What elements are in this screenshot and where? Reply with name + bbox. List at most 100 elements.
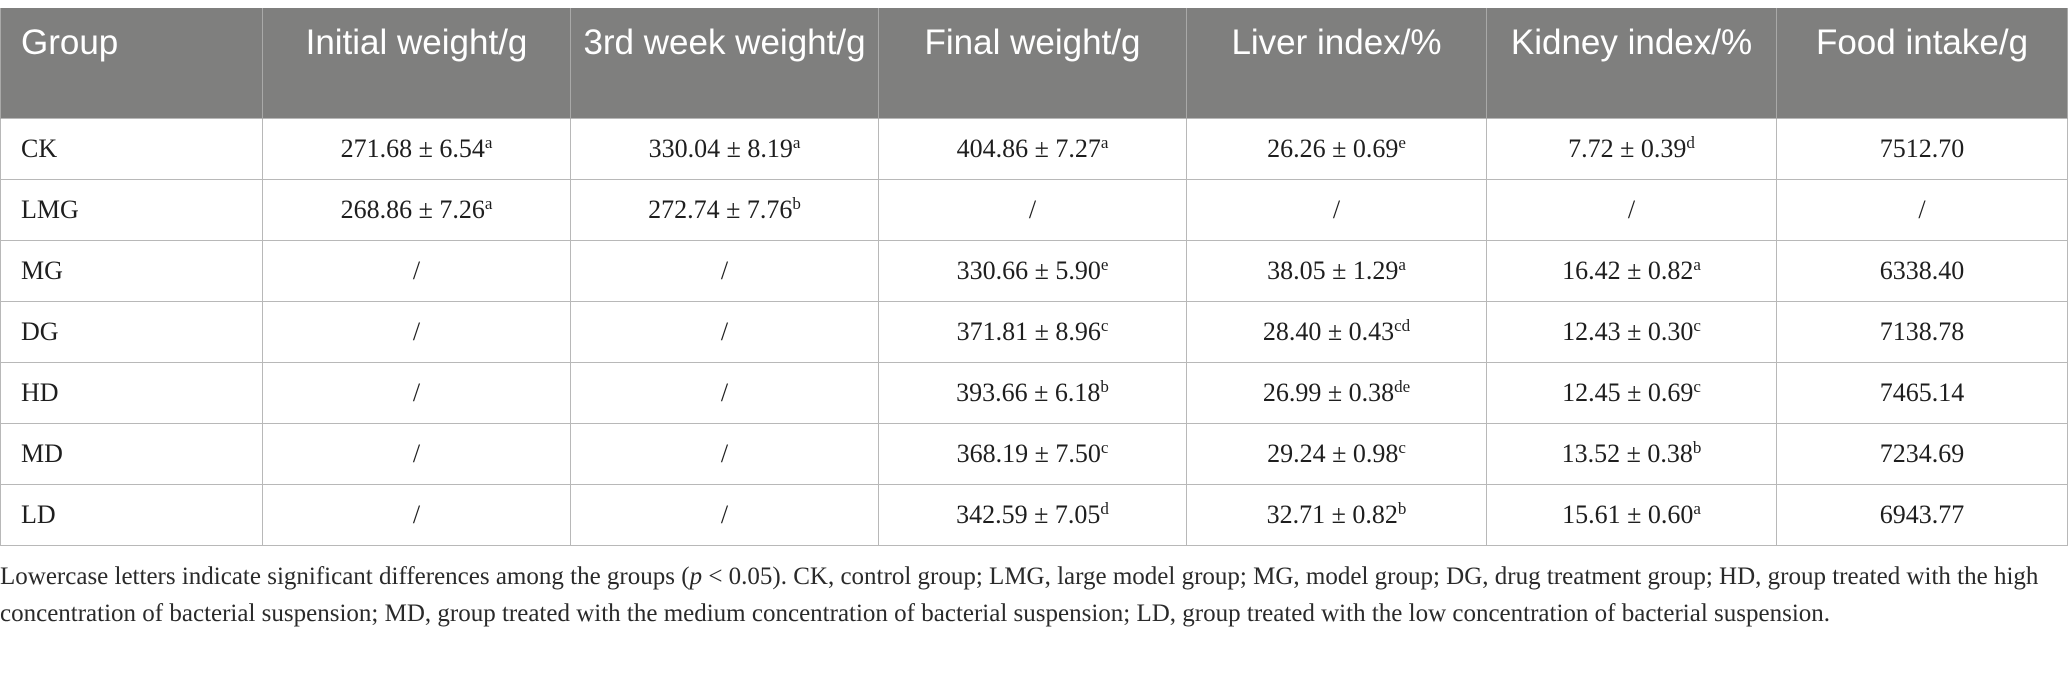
cell-group: CK bbox=[0, 117, 263, 180]
cell-value: 28.40 ± 0.43 bbox=[1262, 316, 1395, 346]
cell-food-intake: / bbox=[1776, 178, 2068, 241]
cell-value: 6338.40 bbox=[1879, 255, 1965, 285]
cell-3rd-week-weight: / bbox=[570, 239, 879, 302]
significance-letter: c bbox=[1693, 315, 1701, 335]
significance-letter: b bbox=[792, 193, 801, 213]
cell-3rd-week-weight: 272.74 ± 7.76b bbox=[570, 178, 879, 241]
cell-value: MG bbox=[21, 255, 63, 285]
cell-initial-weight: 271.68 ± 6.54a bbox=[262, 117, 571, 180]
cell-final-weight: 368.19 ± 7.50c bbox=[878, 422, 1187, 485]
cell-value: / bbox=[1918, 194, 1926, 224]
footnote-text-start: Lowercase letters indicate significant d… bbox=[0, 563, 690, 590]
significance-letter: d bbox=[1686, 132, 1695, 152]
significance-letter: c bbox=[1398, 437, 1406, 457]
table-row: CK 271.68 ± 6.54a 330.04 ± 8.19a 404.86 ± 7… bbox=[0, 117, 2068, 180]
table-row: MG / / 330.66 ± 5.90e 38.05 ± 1.29a 16.42 ± 0… bbox=[0, 239, 2068, 302]
cell-final-weight: 393.66 ± 6.18b bbox=[878, 361, 1187, 424]
cell-food-intake: 7465.14 bbox=[1776, 361, 2068, 424]
significance-letter: c bbox=[1100, 437, 1109, 457]
cell-value: 371.81 ± 8.96 bbox=[956, 316, 1101, 346]
cell-value: 272.74 ± 7.76 bbox=[648, 194, 793, 224]
cell-group: HD bbox=[0, 361, 263, 424]
header-kidney-index: Kidney index/% bbox=[1486, 8, 1777, 118]
cell-initial-weight: 268.86 ± 7.26a bbox=[262, 178, 571, 241]
cell-final-weight: 342.59 ± 7.05d bbox=[878, 483, 1187, 546]
significance-letter: b bbox=[1100, 376, 1109, 396]
significance-letter: a bbox=[1693, 498, 1701, 518]
cell-group: DG bbox=[0, 300, 263, 363]
cell-value: 13.52 ± 0.38 bbox=[1561, 438, 1693, 468]
cell-value: 29.24 ± 0.98 bbox=[1267, 438, 1399, 468]
footnote-text-end: < 0.05). CK, control group; LMG, large m… bbox=[0, 563, 2039, 627]
cell-liver-index: 29.24 ± 0.98c bbox=[1186, 422, 1487, 485]
table-row: LMG 268.86 ± 7.26a 272.74 ± 7.76b / / / / bbox=[0, 178, 2068, 241]
cell-value: MD bbox=[21, 438, 63, 468]
cell-value: 368.19 ± 7.50 bbox=[956, 438, 1101, 468]
cell-value: 26.99 ± 0.38 bbox=[1262, 377, 1395, 407]
cell-kidney-index: 7.72 ± 0.39d bbox=[1486, 117, 1777, 180]
cell-liver-index: 28.40 ± 0.43cd bbox=[1186, 300, 1487, 363]
cell-value: 342.59 ± 7.05 bbox=[956, 499, 1101, 529]
cell-final-weight: / bbox=[878, 178, 1187, 241]
cell-value: 32.71 ± 0.82 bbox=[1266, 499, 1398, 529]
cell-final-weight: 330.66 ± 5.90e bbox=[878, 239, 1187, 302]
table-row: MD //368.19 ± 7.50c 29.24 ± 0.98c 13.52 ± 0… bbox=[0, 422, 2068, 485]
significance-letter: a bbox=[484, 132, 493, 152]
cell-value: 38.05 ± 1.29 bbox=[1267, 255, 1399, 285]
cell-value: / bbox=[412, 316, 421, 346]
cell-3rd-week-weight: / bbox=[570, 422, 879, 485]
cell-initial-weight: / bbox=[262, 239, 571, 302]
cell-value: HD bbox=[21, 377, 59, 407]
significance-letter: a bbox=[484, 193, 493, 213]
significance-letter: c bbox=[1693, 376, 1701, 396]
cell-kidney-index: 12.45 ± 0.69c bbox=[1486, 361, 1777, 424]
cell-food-intake: 6943.77 bbox=[1776, 483, 2068, 546]
footnote-p-variable: p bbox=[689, 563, 703, 590]
cell-value: 393.66 ± 6.18 bbox=[956, 377, 1101, 407]
cell-initial-weight: / bbox=[262, 483, 571, 546]
cell-value: 7465.14 bbox=[1879, 377, 1965, 407]
table-footnote: Lowercase letters indicate significant d… bbox=[0, 558, 2040, 632]
cell-value: LMG bbox=[21, 194, 79, 224]
cell-value: 7512.70 bbox=[1879, 133, 1965, 163]
cell-value: 7.72 ± 0.39 bbox=[1568, 133, 1687, 163]
cell-group: LD bbox=[0, 483, 263, 546]
table-row: DG //371.81 ± 8.96c 28.40 ± 0.43cd 12.43 ± … bbox=[0, 300, 2068, 363]
cell-value: / bbox=[720, 255, 729, 285]
cell-value: / bbox=[412, 499, 421, 529]
cell-final-weight: 404.86 ± 7.27a bbox=[878, 117, 1187, 180]
cell-value: / bbox=[412, 377, 421, 407]
significance-letter: a bbox=[792, 132, 801, 152]
cell-group: MG bbox=[0, 239, 263, 302]
significance-letter: d bbox=[1100, 498, 1109, 518]
table-row: HD //393.66 ± 6.18b 26.99 ± 0.38de 12.45 ± … bbox=[0, 361, 2068, 424]
header-final-weight: Final weight/g bbox=[878, 8, 1187, 118]
cell-value: / bbox=[1028, 194, 1037, 224]
cell-value: LD bbox=[21, 499, 56, 529]
header-initial-weight: Initial weight/g bbox=[262, 8, 571, 118]
significance-letter: a bbox=[1100, 132, 1109, 152]
cell-value: 6943.77 bbox=[1879, 499, 1965, 529]
cell-3rd-week-weight: / bbox=[570, 483, 879, 546]
cell-kidney-index: / bbox=[1486, 178, 1777, 241]
significance-letter: c bbox=[1100, 315, 1109, 335]
header-row: Group Initial weight/g 3rd week weight/g… bbox=[0, 8, 2068, 118]
significance-letter: b bbox=[1692, 437, 1702, 457]
cell-value: / bbox=[1332, 194, 1341, 224]
cell-group: LMG bbox=[0, 178, 263, 241]
cell-food-intake: 7512.70 bbox=[1776, 117, 2068, 180]
cell-value: DG bbox=[21, 316, 59, 346]
cell-3rd-week-weight: 330.04 ± 8.19a bbox=[570, 117, 879, 180]
cell-value: 330.66 ± 5.90 bbox=[956, 255, 1101, 285]
cell-value: 16.42 ± 0.82 bbox=[1562, 255, 1694, 285]
cell-value: / bbox=[720, 377, 729, 407]
cell-value: 268.86 ± 7.26 bbox=[340, 194, 485, 224]
cell-kidney-index: 12.43 ± 0.30c bbox=[1486, 300, 1777, 363]
cell-liver-index: 26.26 ± 0.69e bbox=[1186, 117, 1487, 180]
header-3rd-week-weight: 3rd week weight/g bbox=[570, 8, 879, 118]
cell-final-weight: 371.81 ± 8.96c bbox=[878, 300, 1187, 363]
cell-3rd-week-weight: / bbox=[570, 300, 879, 363]
significance-letter: a bbox=[1398, 254, 1406, 274]
cell-food-intake: 7234.69 bbox=[1776, 422, 2068, 485]
